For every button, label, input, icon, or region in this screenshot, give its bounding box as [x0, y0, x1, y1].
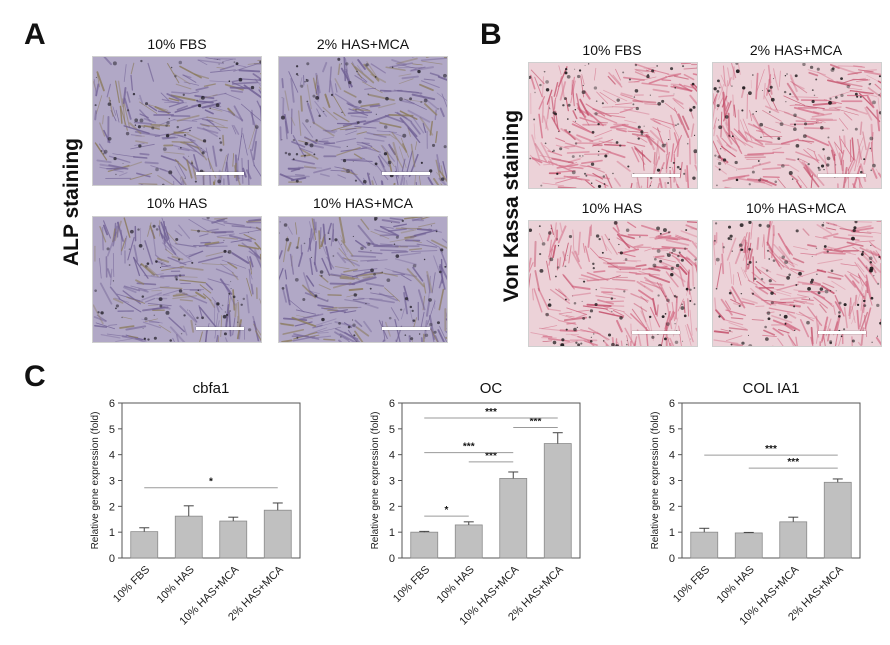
chart-oc: OC 0 1 2 3 4 5 6 Relative gene expression (fold)… — [336, 378, 586, 640]
chart-col-ia1: COL IA1 0 1 2 3 4 5 6 Relative gene expression (… — [616, 378, 866, 640]
von-kassa-micrograph-10-has — [528, 220, 698, 347]
x-tick-label: 10% FBS — [671, 564, 712, 605]
scale-bar — [632, 174, 680, 177]
y-tick-label: 3 — [109, 476, 115, 488]
bar — [454, 524, 483, 559]
x-tick-label: 10% HAS — [435, 564, 477, 606]
bar — [734, 532, 763, 559]
panel-b-letter: B — [480, 18, 502, 51]
bar — [499, 478, 528, 559]
bar — [263, 509, 292, 559]
panel-a-title-3: 10% HAS+MCA — [313, 195, 413, 211]
panel-a-title-1: 2% HAS+MCA — [316, 36, 410, 52]
scale-bar — [382, 327, 430, 330]
bar — [130, 531, 159, 559]
y-tick-label: 2 — [669, 501, 675, 513]
y-tick-label: 0 — [389, 553, 395, 565]
y-tick-label: 4 — [669, 450, 675, 462]
significance-label: * — [209, 477, 213, 488]
y-axis-label: Relative gene expression (fold) — [370, 412, 381, 550]
alp-micrograph-10-has-mca — [278, 216, 448, 343]
bar — [219, 520, 248, 559]
panel-b-title-2: 10% HAS — [581, 200, 643, 216]
y-tick-label: 6 — [389, 398, 395, 410]
panel-b-side-label: Von Kassa staining — [500, 109, 523, 303]
von-kassa-micrograph-10-has-mca — [712, 220, 882, 347]
significance-label: *** — [765, 444, 777, 455]
x-tick-label: 10% FBS — [111, 564, 152, 605]
scale-bar — [632, 331, 680, 334]
bar — [174, 515, 203, 559]
x-tick-label: 10% HAS — [715, 564, 757, 606]
y-tick-label: 5 — [389, 424, 395, 436]
alp-micrograph-2-has-mca — [278, 56, 448, 186]
significance-label: * — [445, 505, 449, 516]
panel-b-title-1: 2% HAS+MCA — [749, 42, 843, 58]
panel-c-letter: C — [24, 360, 46, 393]
scale-bar — [818, 331, 866, 334]
von-kassa-micrograph-2-has-mca — [712, 62, 882, 189]
bar — [823, 481, 852, 559]
y-tick-label: 3 — [669, 476, 675, 488]
significance-label: *** — [787, 457, 799, 468]
panel-b-title-3: 10% HAS+MCA — [746, 200, 846, 216]
bar — [543, 443, 572, 559]
significance-label: *** — [530, 417, 542, 428]
y-axis-label: Relative gene expression (fold) — [650, 412, 661, 550]
x-tick-label: 10% FBS — [391, 564, 432, 605]
scale-bar — [196, 172, 244, 175]
y-tick-label: 0 — [109, 553, 115, 565]
bar — [410, 531, 439, 559]
y-tick-label: 1 — [389, 527, 395, 539]
chart-title: OC — [480, 380, 503, 397]
y-tick-label: 2 — [389, 501, 395, 513]
panel-a-title-0: 10% FBS — [147, 36, 207, 52]
chart-title: cbfa1 — [193, 380, 230, 397]
bar — [690, 531, 719, 559]
significance-label: *** — [485, 451, 497, 462]
scale-bar — [818, 174, 866, 177]
panel-a-title-2: 10% HAS — [146, 195, 208, 211]
y-tick-label: 5 — [669, 424, 675, 436]
x-tick-label: 10% HAS — [155, 564, 197, 606]
y-axis-label: Relative gene expression (fold) — [90, 412, 101, 550]
y-tick-label: 5 — [109, 424, 115, 436]
y-tick-label: 6 — [669, 398, 675, 410]
y-tick-label: 6 — [109, 398, 115, 410]
scale-bar — [382, 172, 430, 175]
alp-micrograph-10-fbs — [92, 56, 262, 186]
chart-title: COL IA1 — [743, 380, 800, 397]
panel-a-side-label: ALP staining — [60, 138, 83, 266]
von-kassa-micrograph-10-fbs — [528, 62, 698, 189]
scale-bar — [196, 327, 244, 330]
significance-label: *** — [485, 407, 497, 418]
alp-micrograph-10-has — [92, 216, 262, 343]
y-tick-label: 4 — [389, 450, 395, 462]
chart-cbfa1: cbfa1 0 1 2 3 4 5 6 Relative gene expression (fo… — [56, 378, 306, 640]
bar — [779, 521, 808, 559]
panel-b-title-0: 10% FBS — [582, 42, 642, 58]
significance-label: *** — [463, 442, 475, 453]
y-tick-label: 1 — [669, 527, 675, 539]
panel-a-letter: A — [24, 18, 46, 51]
y-tick-label: 3 — [389, 476, 395, 488]
y-tick-label: 2 — [109, 501, 115, 513]
y-tick-label: 4 — [109, 450, 115, 462]
y-tick-label: 1 — [109, 527, 115, 539]
y-tick-label: 0 — [669, 553, 675, 565]
